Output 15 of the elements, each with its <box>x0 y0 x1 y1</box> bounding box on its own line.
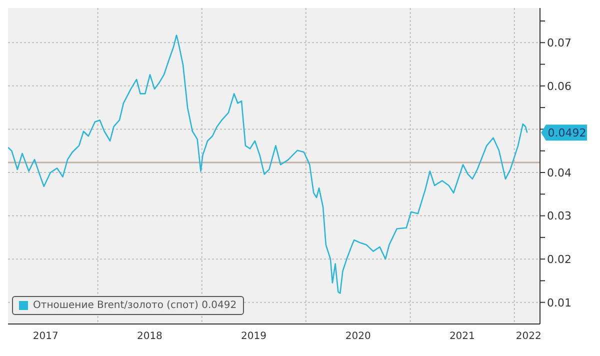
y-tick-label: 0.07 <box>547 36 572 50</box>
annotation: 0.0492 <box>548 126 586 140</box>
y-tick-label: 0.03 <box>547 210 572 223</box>
y-tick-label: 0.02 <box>547 252 572 266</box>
line-series <box>8 34 528 294</box>
y-tick-label: 0.06 <box>547 80 572 93</box>
x-tick-label: 2020 <box>345 331 371 342</box>
y-tick-label: 0.04 <box>547 166 572 180</box>
x-tick-label: 2017 <box>32 331 58 342</box>
y-tick-label: 0.01 <box>547 296 572 310</box>
x-tick-label: 2018 <box>136 331 162 342</box>
legend-label: Отношение Brent/золото (спот) 0.0492 <box>33 300 237 311</box>
x-tick-label: 2021 <box>449 331 475 342</box>
x-tick-label: 2022 <box>516 331 542 342</box>
x-tick-label: 2019 <box>241 331 266 342</box>
